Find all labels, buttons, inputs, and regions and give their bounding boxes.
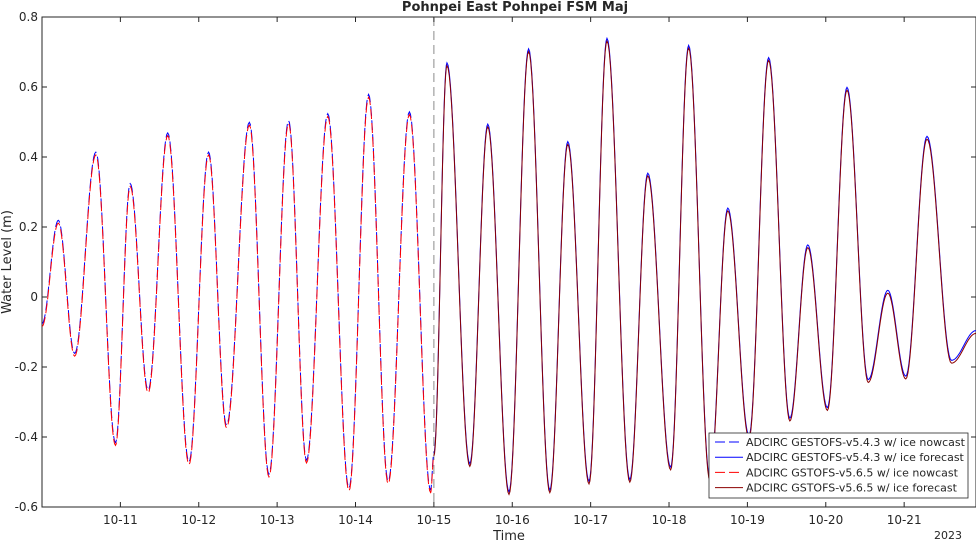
y-tick-label: 0.8 — [19, 10, 38, 24]
year-label: 2023 — [934, 529, 962, 541]
y-tick-label: 0.2 — [19, 220, 38, 234]
plot-area — [41, 16, 976, 508]
legend-label-4: ADCIRC GSTOFS-v5.6.5 w/ ice forecast — [746, 482, 958, 495]
legend-label-3: ADCIRC GSTOFS-v5.6.5 w/ ice nowcast — [746, 466, 959, 479]
y-tick-label: -0.6 — [15, 500, 38, 514]
x-axis-label: Time — [492, 529, 525, 541]
x-tick-label: 10-15 — [416, 513, 451, 527]
x-tick-label: 10-13 — [260, 513, 295, 527]
y-tick-label: -0.2 — [15, 360, 38, 374]
legend: ADCIRC GESTOFS-v5.4.3 w/ ice nowcast ADCI… — [708, 432, 969, 499]
x-tick-label: 10-12 — [181, 513, 216, 527]
x-tick-label: 10-17 — [573, 513, 608, 527]
y-tick-label: 0 — [30, 290, 38, 304]
x-tick-label: 10-20 — [808, 513, 843, 527]
y-tick-label: -0.4 — [15, 430, 38, 444]
x-tick-label: 10-19 — [730, 513, 765, 527]
series-line-4 — [433, 39, 976, 496]
series-line-3 — [42, 95, 435, 494]
x-tick-label: 10-18 — [652, 513, 687, 527]
x-tick-label: 10-16 — [495, 513, 530, 527]
y-tick-label: 0.6 — [19, 80, 38, 94]
x-tick-label: 10-11 — [103, 513, 138, 527]
x-tick-label: 10-14 — [338, 513, 373, 527]
series-line-1 — [42, 93, 435, 491]
y-axis-label: Water Level (m) — [0, 210, 15, 314]
legend-label-2: ADCIRC GESTOFS-v5.4.3 w/ ice forecast — [746, 451, 965, 464]
x-tick-label: 10-21 — [887, 513, 922, 527]
chart-title: Pohnpei East Pohnpei FSM Maj — [402, 0, 628, 15]
legend-box — [708, 432, 969, 499]
legend-label-1: ADCIRC GESTOFS-v5.4.3 w/ ice nowcast — [746, 436, 966, 449]
y-tick-label: 0.4 — [19, 150, 38, 164]
